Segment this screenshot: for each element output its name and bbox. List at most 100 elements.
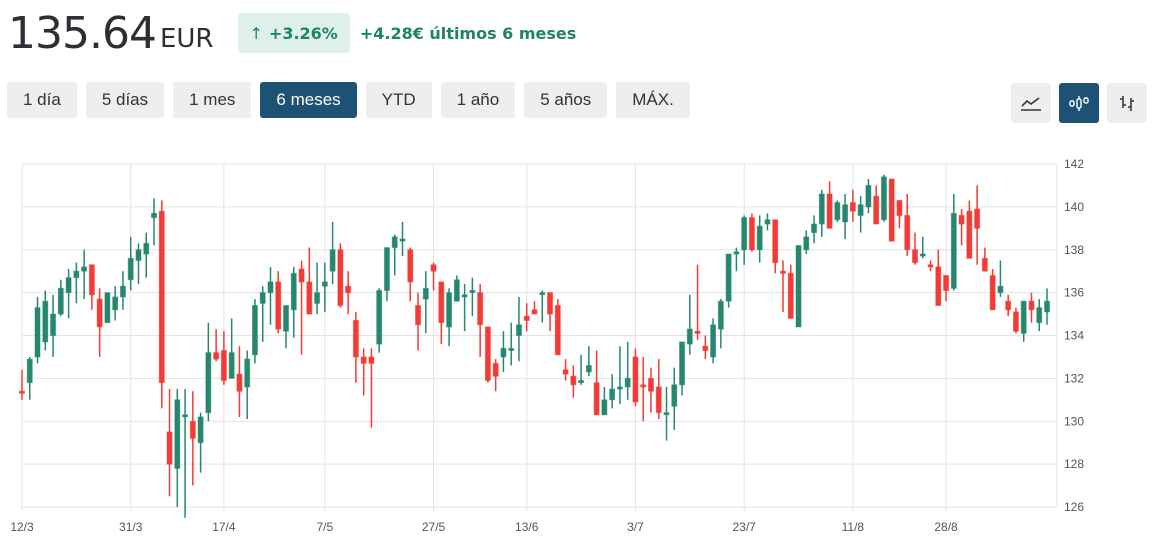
candle — [1036, 299, 1043, 332]
candle — [919, 236, 926, 259]
candle — [632, 348, 639, 407]
range-button-5-years[interactable]: 5 años — [524, 82, 608, 118]
candle — [337, 243, 344, 308]
candle — [407, 247, 414, 302]
candle — [446, 288, 453, 347]
candle — [624, 341, 631, 400]
candle — [492, 359, 499, 392]
range-button-1-month[interactable]: 1 mes — [173, 82, 252, 118]
candle — [1005, 294, 1012, 317]
candle — [834, 200, 841, 222]
candle — [220, 331, 227, 385]
candle — [981, 247, 988, 272]
x-tick-label: 28/8 — [934, 520, 958, 534]
candle — [1028, 292, 1035, 323]
y-tick-label: 134 — [1064, 329, 1084, 343]
candle — [174, 389, 181, 507]
candle — [943, 274, 950, 302]
time-range-selector: 1 día 5 días 1 mes 6 meses YTD 1 año 5 a… — [7, 82, 690, 118]
candle — [306, 247, 313, 315]
candle — [182, 389, 189, 518]
x-tick-label: 13/6 — [515, 520, 539, 534]
candle — [484, 326, 491, 383]
range-button-max[interactable]: MÁX. — [616, 82, 690, 118]
candle — [865, 179, 872, 214]
candle — [283, 304, 290, 349]
candle — [609, 374, 616, 409]
candle — [81, 249, 88, 300]
x-tick-label: 12/3 — [10, 520, 34, 534]
candle — [205, 322, 212, 422]
candle — [578, 354, 585, 385]
candlestick-chart-button[interactable] — [1059, 83, 1099, 123]
x-tick-label: 11/8 — [842, 520, 865, 534]
candle — [104, 292, 111, 324]
range-button-6-months[interactable]: 6 meses — [260, 82, 357, 118]
y-tick-label: 130 — [1064, 414, 1084, 428]
ohlc-chart-button[interactable] — [1107, 83, 1147, 123]
x-tick-label: 7/5 — [316, 520, 333, 534]
candlestick-chart[interactable]: 126 128 130 132 134 136 138 140 142 12/3 31/3 17/4 7… — [0, 150, 1155, 545]
candle — [166, 389, 173, 497]
candle — [96, 288, 103, 357]
candle — [694, 264, 701, 340]
candle — [19, 369, 25, 400]
candle — [1044, 288, 1050, 325]
range-button-1-year[interactable]: 1 año — [440, 82, 516, 118]
change-absolute-text: +4.28€ últimos 6 meses — [359, 23, 577, 43]
candle — [314, 262, 321, 315]
candle — [842, 194, 849, 240]
candle — [329, 221, 336, 285]
candle — [702, 335, 709, 360]
candle — [888, 178, 895, 242]
candle — [244, 350, 251, 420]
change-percent: +3.26% — [268, 23, 338, 43]
y-tick-label: 142 — [1064, 157, 1084, 171]
candle — [679, 341, 686, 396]
candle — [415, 292, 422, 351]
candle — [453, 275, 460, 302]
candle — [298, 260, 305, 355]
x-tick-label: 23/7 — [732, 520, 756, 534]
candle — [671, 367, 678, 430]
candle — [228, 318, 235, 379]
range-button-ytd[interactable]: YTD — [365, 82, 432, 118]
candle — [360, 348, 367, 396]
candle — [795, 244, 802, 328]
range-button-1-day[interactable]: 1 día — [7, 82, 77, 118]
y-tick-label: 138 — [1064, 243, 1084, 257]
candle — [383, 247, 390, 302]
candle — [267, 266, 274, 325]
candle — [345, 271, 352, 315]
candle — [259, 286, 266, 342]
candle — [213, 329, 220, 362]
candle — [880, 174, 887, 222]
line-chart-icon — [1021, 97, 1041, 111]
candle — [197, 412, 204, 473]
candle — [251, 299, 258, 364]
candle — [119, 271, 126, 310]
range-button-5-days[interactable]: 5 días — [85, 82, 165, 118]
candle — [958, 209, 965, 246]
candle — [663, 386, 670, 441]
candle — [616, 346, 623, 405]
candle — [647, 367, 654, 413]
candle — [818, 189, 825, 237]
candle — [717, 299, 724, 349]
y-tick-label: 140 — [1064, 200, 1084, 214]
candle — [508, 322, 515, 366]
line-chart-button[interactable] — [1011, 83, 1051, 123]
candle — [290, 266, 297, 338]
candle — [515, 296, 522, 362]
arrow-up-icon: ↑ — [249, 23, 263, 43]
candlestick-chart-icon — [1069, 96, 1089, 111]
candle — [469, 277, 476, 317]
candle — [531, 301, 538, 315]
candle — [430, 262, 437, 291]
candle — [422, 271, 429, 334]
x-tick-label: 3/7 — [627, 520, 644, 534]
candle — [849, 189, 856, 222]
candle — [151, 198, 158, 246]
x-tick-label: 17/4 — [212, 520, 236, 534]
chart-type-selector — [1011, 83, 1147, 123]
